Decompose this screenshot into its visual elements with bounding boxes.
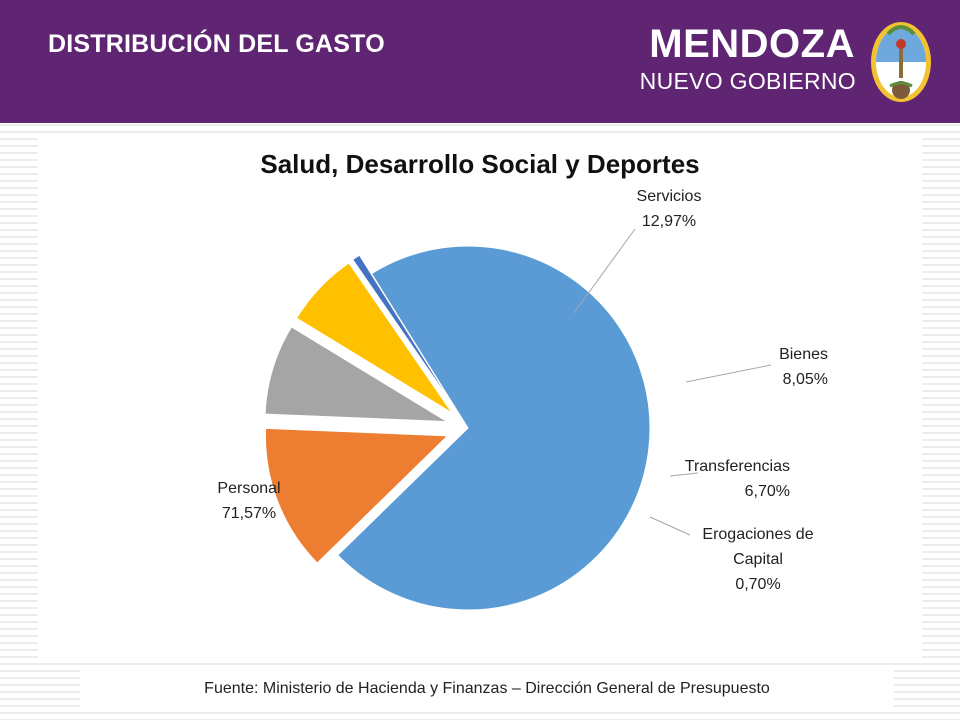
data-label-value-1: 12,97%	[642, 213, 696, 230]
pie-slice-2	[264, 326, 449, 423]
source-footer: Fuente: Ministerio de Hacienda y Finanza…	[80, 670, 894, 708]
data-label-value-4: 0,70%	[735, 576, 780, 593]
page-title: DISTRIBUCIÓN DEL GASTO	[48, 30, 385, 58]
leader-line-1	[573, 228, 636, 314]
data-label-name-0: Personal	[217, 480, 280, 497]
chart-title: Salud, Desarrollo Social y Deportes	[260, 149, 699, 179]
pie-chart: Salud, Desarrollo Social y Deportes Pers…	[217, 149, 828, 611]
pie-slice-4	[352, 254, 457, 410]
data-label-value-3: 6,70%	[745, 483, 790, 500]
data-label-name-2: Bienes	[779, 346, 828, 363]
data-label-name-4: Erogaciones de	[702, 526, 813, 543]
leader-line-3	[669, 472, 699, 477]
pie-slice-3	[295, 262, 453, 414]
chart-panel: Salud, Desarrollo Social y Deportes Pers…	[38, 133, 922, 659]
data-label-name-3: Transferencias	[685, 458, 790, 475]
brand-subtitle: NUEVO GOBIERNO	[639, 68, 856, 94]
leader-line-4	[649, 516, 691, 536]
header-bar: DISTRIBUCIÓN DEL GASTO MENDOZA NUEVO GOB…	[0, 0, 960, 123]
data-label-value-2: 8,05%	[783, 371, 828, 388]
data-label-name-1: Servicios	[637, 188, 702, 205]
pie-slice-1	[264, 427, 449, 564]
pie-slice-0	[337, 245, 651, 611]
data-label-value-0: 71,57%	[222, 505, 276, 522]
leader-line-2	[685, 364, 772, 383]
brand-name: MENDOZA	[649, 22, 855, 66]
data-label-name-4: Capital	[733, 551, 783, 568]
source-text: Fuente: Ministerio de Hacienda y Finanza…	[204, 680, 770, 697]
coat-of-arms-icon	[871, 22, 931, 102]
